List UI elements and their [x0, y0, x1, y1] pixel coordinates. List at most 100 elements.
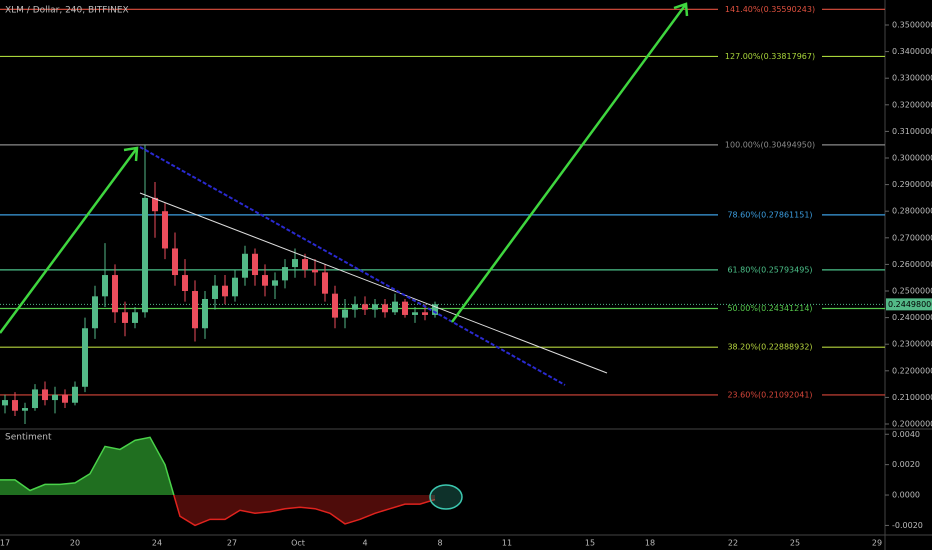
arrows [0, 2, 689, 334]
highlight-ellipse [429, 484, 463, 510]
candle-body [362, 304, 368, 310]
sentiment-line-negative [173, 495, 436, 527]
candle-body [112, 275, 118, 313]
candle-body [132, 312, 138, 323]
candle-body [62, 394, 68, 403]
sentiment-line-positive [0, 436, 175, 495]
fib-label: 38.20%(0.22888932) [727, 343, 812, 352]
candle-body [212, 285, 218, 299]
candle-body [262, 275, 268, 286]
candle-body [282, 267, 288, 281]
y-tick-label: 0.0040 [892, 430, 920, 439]
fib-label: 50.00%(0.24341214) [727, 304, 812, 313]
candle-body [312, 269, 318, 273]
fib-label-bg [718, 138, 822, 151]
candle-body [92, 296, 98, 329]
candle-body [322, 272, 328, 294]
candle-body [182, 275, 188, 292]
y-tick-label: 0.32000000 [892, 100, 932, 109]
chart-title: XLM / Dollar, 240, BITFINEX [5, 6, 129, 16]
y-tick-label: 0.22000000 [892, 366, 932, 375]
candle-body [332, 293, 338, 318]
y-tick-label: 0.21000000 [892, 393, 932, 402]
fib-label: 61.80%(0.25793495) [727, 265, 812, 274]
fib-label: 127.00%(0.33817967) [725, 52, 815, 61]
candle-body [382, 304, 388, 313]
y-tick-label: 0.0000 [892, 491, 920, 500]
y-tick-label: 0.26000000 [892, 260, 932, 269]
candle-body [202, 298, 208, 329]
fib-label: 100.00%(0.30494950) [725, 140, 815, 149]
y-tick-label: 0.33000000 [892, 74, 932, 83]
candle-body [32, 389, 38, 409]
y-tick-label: -0.0020 [892, 521, 923, 530]
y-tick-label: 0.25000000 [892, 287, 932, 296]
candle-body [162, 211, 168, 249]
candle-body [302, 259, 308, 270]
x-tick-label: 22 [728, 539, 738, 548]
x-tick-label: 24 [152, 539, 162, 548]
y-tick-label: 0.27000000 [892, 233, 932, 242]
candle-body [52, 394, 58, 401]
x-tick-label: 17 [0, 539, 10, 548]
pane-title: Sentiment [5, 433, 52, 443]
last-price-box [886, 298, 932, 311]
candle-body [102, 275, 108, 297]
candle-body [342, 309, 348, 318]
arrow-up-right [450, 3, 688, 323]
candle-body [292, 259, 298, 268]
fib-label-bg [718, 3, 822, 16]
candle-body [72, 386, 78, 403]
last-price-label: 0.24498000 [888, 300, 932, 309]
candle-body [142, 197, 148, 313]
y-tick-label: 0.30000000 [892, 154, 932, 163]
channel-line [139, 146, 566, 386]
x-tick-label: 27 [227, 539, 237, 548]
candle-body [422, 312, 428, 315]
arrow-head [123, 146, 139, 162]
x-tick-label: 15 [585, 539, 595, 548]
y-tick-label: 0.20000000 [892, 420, 932, 429]
fib-label-bg [718, 263, 822, 276]
candle-body [272, 280, 278, 286]
x-tick-label: Oct [291, 539, 305, 548]
fib-label-bg [718, 388, 822, 401]
fib-label-bg [718, 302, 822, 315]
candle-body [22, 408, 28, 411]
trend-line [139, 192, 608, 374]
candle-body [392, 301, 398, 313]
fib-label-bg [718, 208, 822, 221]
sentiment-area-positive [0, 437, 174, 495]
candle-body [232, 277, 238, 297]
y-tick-label: 0.29000000 [892, 180, 932, 189]
x-tick-label: 20 [70, 539, 80, 548]
arrow-up-left [0, 147, 139, 334]
x-tick-label: 29 [872, 539, 882, 548]
y-tick-label: 0.23000000 [892, 340, 932, 349]
candle-body [402, 301, 408, 315]
candle-body [412, 312, 418, 315]
candle-body [82, 328, 88, 387]
y-tick-label: 0.28000000 [892, 207, 932, 216]
x-tick-label: 4 [362, 539, 367, 548]
candle-body [192, 291, 198, 329]
y-tick-label: 0.31000000 [892, 127, 932, 136]
candle-body [242, 253, 248, 278]
y-tick-label: 0.0020 [892, 460, 920, 469]
candle-body [12, 400, 18, 411]
fib-label: 78.60%(0.27861151) [727, 210, 812, 219]
y-tick-label: 0.24000000 [892, 313, 932, 322]
candle-body [352, 304, 358, 310]
candle-body [252, 253, 258, 276]
x-tick-label: 8 [437, 539, 442, 548]
fib-label: 141.40%(0.35590243) [725, 5, 815, 14]
candle-body [372, 304, 378, 310]
x-tick-label: 25 [790, 539, 800, 548]
sentiment-area-negative [0, 495, 435, 526]
candle-body [152, 197, 158, 212]
fib-label-bg [718, 341, 822, 354]
candle-body [122, 312, 128, 323]
arrow-head [673, 2, 689, 17]
